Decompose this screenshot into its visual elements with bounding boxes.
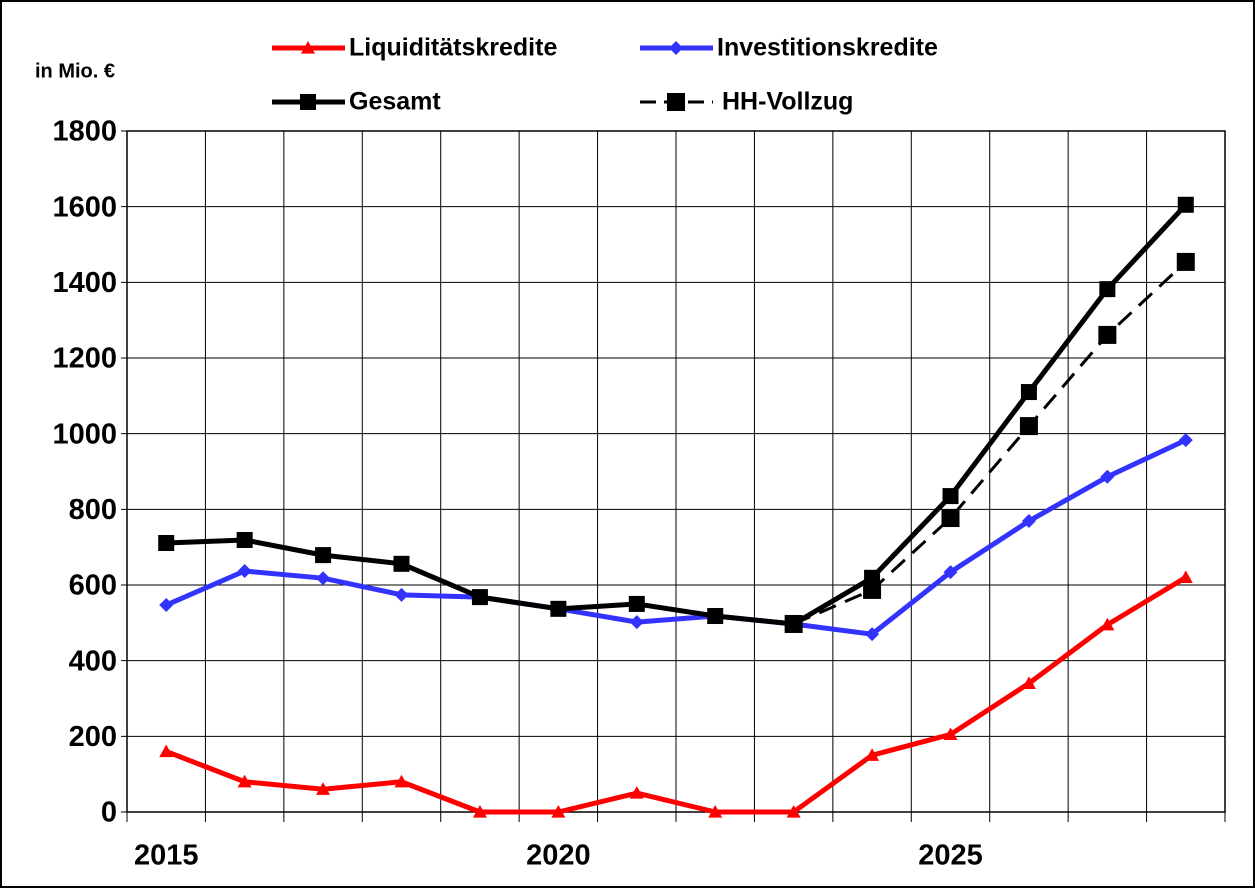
marker (237, 564, 252, 579)
y-tick-label: 400 (69, 645, 117, 677)
marker (667, 93, 685, 111)
marker (784, 614, 803, 633)
marker (1100, 617, 1115, 631)
marker (551, 805, 566, 818)
marker (1176, 252, 1195, 271)
y-tick-label: 200 (69, 721, 117, 753)
marker (550, 600, 567, 617)
marker (707, 608, 724, 625)
marker (943, 727, 958, 741)
marker (237, 774, 252, 788)
marker (1100, 469, 1115, 484)
marker (1020, 384, 1037, 401)
marker (1178, 433, 1193, 448)
marker (236, 531, 253, 548)
marker (1177, 196, 1194, 213)
y-tick-label: 1000 (52, 418, 117, 450)
marker (941, 509, 960, 528)
y-tick-label: 1600 (52, 191, 117, 223)
marker (158, 535, 175, 552)
marker (943, 565, 958, 580)
marker (1021, 676, 1036, 689)
marker (301, 41, 315, 54)
legend-label: HH-Vollzug (722, 88, 853, 116)
marker (708, 805, 723, 818)
series-line (165, 437, 1187, 637)
series-line (165, 575, 1188, 815)
x-tick-label: 2020 (526, 840, 591, 872)
series-line (166, 203, 1188, 627)
x-tick-label: 2015 (134, 840, 199, 872)
marker (315, 547, 332, 564)
y-axis-label: in Mio. € (35, 60, 115, 82)
marker (394, 774, 409, 788)
marker (394, 587, 409, 602)
marker (628, 595, 645, 612)
y-tick-label: 0 (101, 797, 117, 829)
marker (316, 782, 331, 795)
marker (159, 744, 174, 758)
legend-label: Liquiditätskredite (349, 34, 557, 62)
marker (1178, 570, 1193, 584)
marker (865, 748, 880, 761)
x-tick-label: 2025 (918, 840, 983, 872)
marker (1019, 417, 1038, 436)
marker (786, 805, 801, 818)
marker (1021, 514, 1036, 529)
y-tick-label: 1800 (52, 116, 117, 148)
legend-label: Investitionskredite (717, 34, 938, 62)
y-tick-label: 1400 (52, 267, 117, 299)
y-tick-label: 800 (69, 494, 117, 526)
marker (942, 488, 959, 505)
marker (1099, 281, 1116, 298)
y-tick-label: 1200 (52, 343, 117, 375)
marker (159, 598, 174, 613)
marker (471, 589, 488, 606)
legend-label: Gesamt (349, 88, 441, 116)
plot-area (126, 130, 1226, 813)
marker (393, 555, 410, 572)
marker (1098, 325, 1117, 344)
marker (300, 94, 316, 110)
marker (865, 627, 880, 642)
marker (316, 571, 331, 586)
series-line (793, 260, 1187, 626)
marker (472, 805, 487, 818)
y-tick-label: 600 (69, 570, 117, 602)
marker (629, 786, 644, 799)
marker (629, 615, 644, 630)
marker (863, 580, 882, 599)
marker (669, 41, 683, 55)
